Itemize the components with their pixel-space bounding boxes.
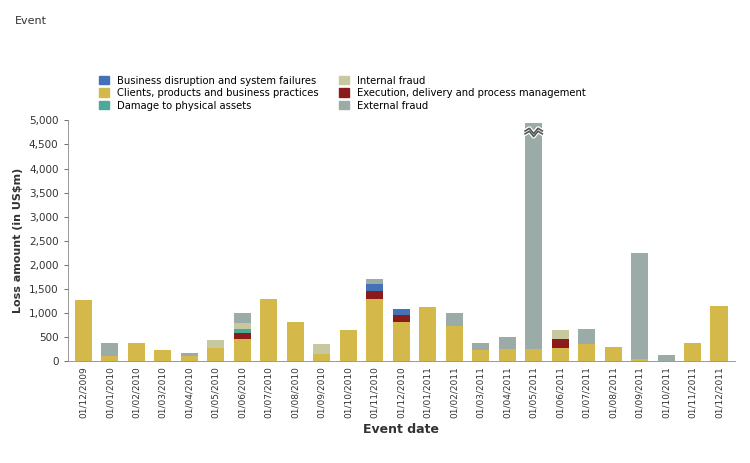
Bar (604, 347, 622, 361)
Bar (154, 350, 172, 361)
Bar (366, 284, 383, 291)
Bar (393, 322, 410, 361)
Bar (578, 344, 596, 361)
Bar (340, 330, 357, 361)
Bar (631, 359, 648, 361)
X-axis label: Event date: Event date (363, 424, 440, 437)
Bar (181, 353, 198, 357)
Bar (366, 299, 383, 361)
Bar (314, 354, 331, 361)
Bar (366, 279, 383, 284)
Bar (446, 313, 463, 325)
Bar (128, 344, 145, 361)
Bar (551, 338, 568, 348)
Bar (286, 322, 304, 361)
Bar (181, 357, 198, 361)
Bar (710, 306, 728, 361)
Bar (260, 299, 278, 361)
Bar (472, 350, 489, 361)
Legend: Business disruption and system failures, Clients, products and business practice: Business disruption and system failures,… (99, 75, 586, 111)
Bar (446, 325, 463, 361)
Bar (631, 253, 648, 359)
Bar (314, 344, 331, 354)
Bar (234, 339, 251, 361)
Bar (393, 309, 410, 315)
Bar (366, 291, 383, 299)
Bar (419, 307, 436, 361)
Bar (551, 330, 568, 338)
Bar (658, 356, 675, 361)
Bar (393, 315, 410, 322)
Bar (499, 337, 516, 349)
Text: Event: Event (15, 16, 47, 26)
Bar (551, 348, 568, 361)
Bar (75, 300, 92, 361)
Bar (234, 313, 251, 323)
Bar (101, 357, 118, 361)
Bar (207, 348, 224, 361)
Bar (234, 329, 251, 333)
Bar (101, 344, 118, 357)
Y-axis label: Loss amount (in US$m): Loss amount (in US$m) (13, 168, 23, 313)
Bar (472, 343, 489, 350)
Bar (578, 329, 596, 344)
Bar (684, 344, 701, 361)
Bar (234, 323, 251, 329)
Bar (234, 333, 251, 339)
Bar (207, 340, 224, 348)
Bar (525, 123, 542, 349)
Bar (525, 349, 542, 361)
Bar (499, 349, 516, 361)
